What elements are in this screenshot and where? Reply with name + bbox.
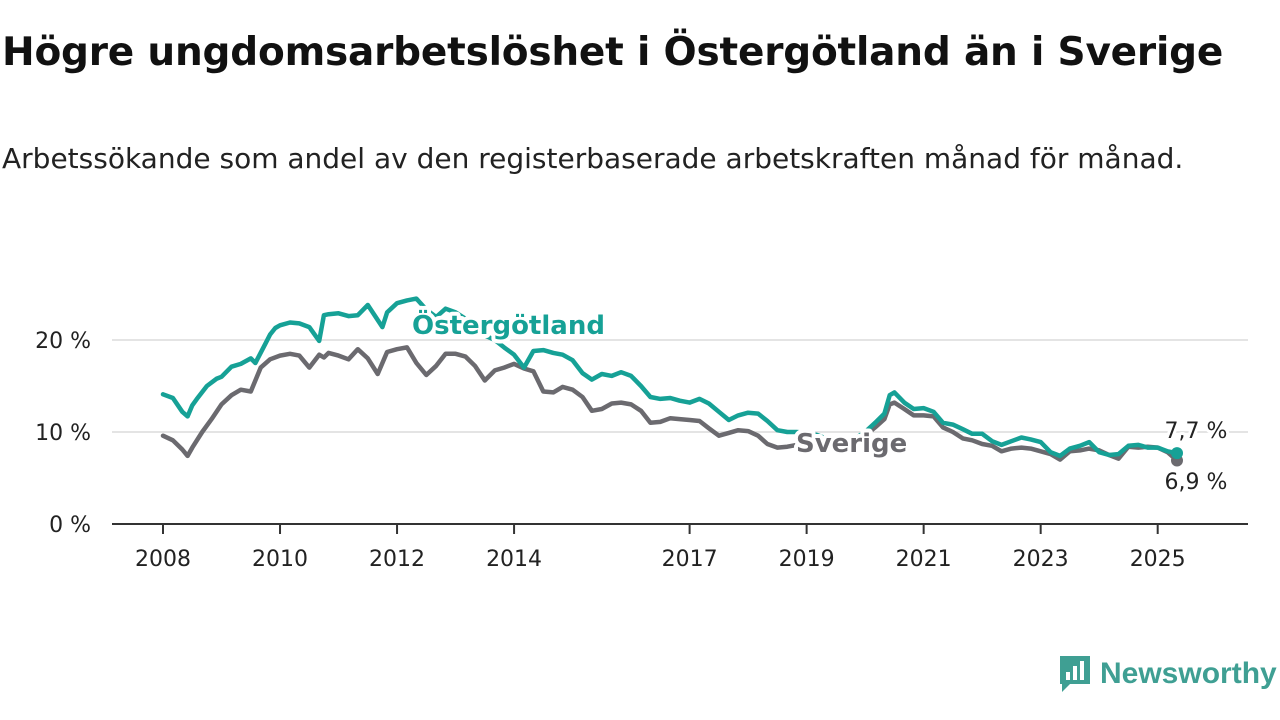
end-value-label-ostergotland-halo: 7,7 % <box>1165 419 1228 444</box>
y-axis-ticks: 0 % 10 % 20 % <box>35 329 91 538</box>
newsworthy-logo-icon <box>1060 656 1090 692</box>
y-tick-label: 0 % <box>49 513 91 538</box>
brand: Newsworthy <box>1058 654 1277 694</box>
x-axis-ticks: 2008 2010 2012 2014 2017 2019 2021 2023 2025 <box>135 524 1186 572</box>
brand-name: Newsworthy <box>1100 657 1277 690</box>
x-tick-label: 2014 <box>486 547 542 572</box>
end-value-label-sverige-halo: 6,9 % <box>1165 470 1228 495</box>
series-line-ostergotland <box>160 296 1180 459</box>
x-tick-label: 2023 <box>1013 547 1069 572</box>
series-label-ostergotland-halo: Östergötland <box>412 308 605 341</box>
gridlines <box>112 339 1248 433</box>
x-tick-label: 2012 <box>369 547 425 572</box>
y-tick-label: 10 % <box>35 421 91 446</box>
end-value-label-sverige: 6,9 % <box>1165 470 1228 495</box>
series-label-sverige: Sverige <box>796 429 907 459</box>
x-tick-label: 2021 <box>896 547 952 572</box>
series-label-ostergotland: Östergötland <box>412 308 605 341</box>
series-line-sverige <box>160 345 1180 463</box>
end-point-marker <box>1171 447 1183 460</box>
x-tick-label: 2008 <box>135 547 191 572</box>
chart-subtitle: Arbetssökande som andel av den registerb… <box>2 142 1184 175</box>
series-label-sverige-halo: Sverige <box>796 429 907 459</box>
end-value-label-ostergotland: 7,7 % <box>1165 419 1228 444</box>
x-tick-label: 2019 <box>779 547 835 572</box>
x-tick-label: 2025 <box>1130 547 1186 572</box>
series-lines <box>160 296 1183 467</box>
x-tick-label: 2017 <box>662 547 718 572</box>
chart-title: Högre ungdomsarbetslöshet i Östergötland… <box>2 30 1224 75</box>
x-tick-label: 2010 <box>252 547 308 572</box>
y-tick-label: 20 % <box>35 329 91 354</box>
